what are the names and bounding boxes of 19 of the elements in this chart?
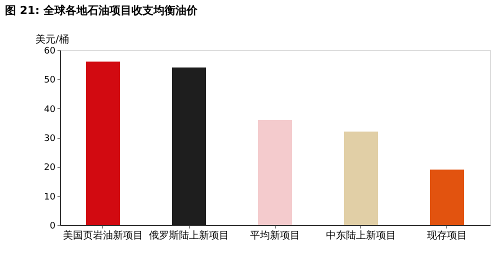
y-tick-label: 10 — [44, 192, 56, 202]
x-tick-label: 现存项目 — [427, 230, 467, 242]
bar — [172, 68, 206, 225]
y-tick-label: 40 — [44, 104, 56, 115]
bar — [86, 62, 120, 225]
x-tick-label: 美国页岩油新项目 — [63, 230, 143, 242]
x-tick-label: 俄罗斯陆上新项目 — [149, 230, 229, 242]
bar — [258, 120, 292, 225]
y-axis-title: 美元/桶 — [36, 34, 69, 46]
bar — [344, 132, 378, 225]
y-tick-label: 30 — [44, 134, 56, 144]
bar — [430, 170, 464, 225]
y-tick-label: 60 — [44, 46, 56, 56]
y-tick-label: 50 — [44, 76, 56, 86]
x-tick-label: 中东陆上新项目 — [326, 230, 396, 242]
y-tick-label: 0 — [50, 222, 56, 232]
x-tick-label: 平均新项目 — [250, 230, 300, 242]
y-tick-label: 20 — [44, 163, 56, 174]
chart-title: 图 21: 全球各地石油项目收支均衡油价 — [5, 4, 198, 17]
